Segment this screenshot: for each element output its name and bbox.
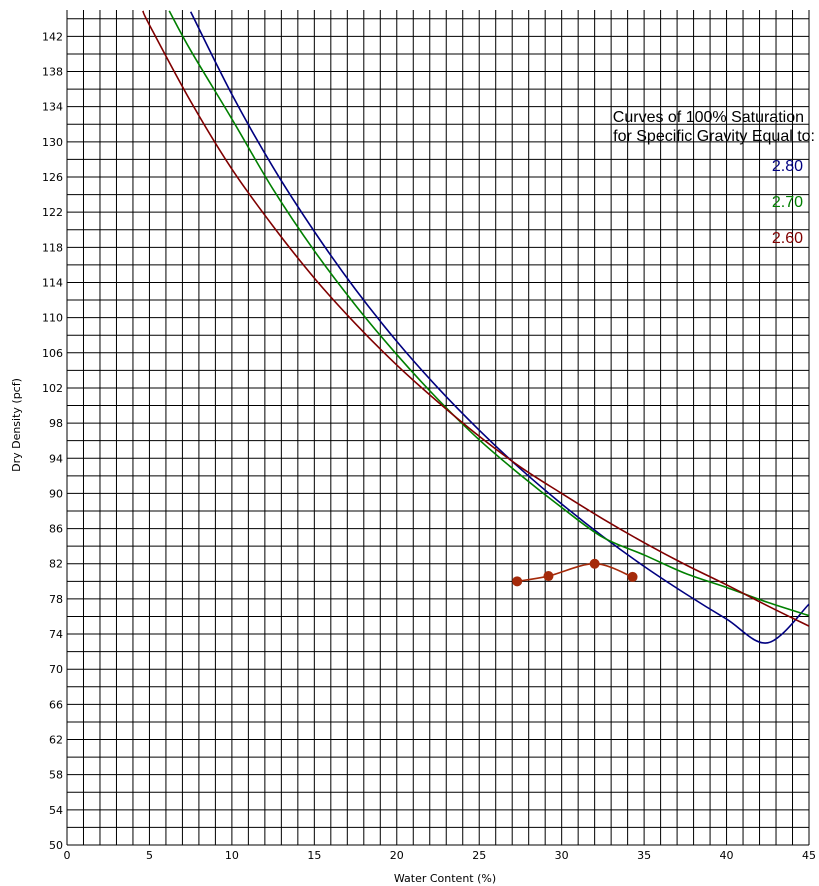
y-tick-label: 54: [49, 804, 63, 817]
y-axis-label: Dry Density (pcf): [10, 378, 23, 472]
y-tick-label: 114: [42, 276, 63, 289]
x-tick-label: 40: [720, 849, 734, 862]
x-tick-label: 25: [472, 849, 486, 862]
legend-entry-2-70: 2.70: [772, 194, 803, 211]
y-tick-label: 102: [42, 382, 63, 395]
legend-entry-2-80: 2.80: [772, 158, 803, 175]
y-tick-label: 86: [49, 523, 63, 536]
y-tick-label: 138: [42, 66, 63, 79]
y-tick-label: 70: [49, 663, 63, 676]
y-tick-label: 122: [42, 206, 63, 219]
y-tick-label: 94: [49, 452, 63, 465]
legend-title-line-2: for Specific Gravity Equal to:: [613, 128, 815, 145]
x-tick-label: 10: [225, 849, 239, 862]
compaction-point: [627, 571, 638, 582]
y-tick-label: 142: [42, 30, 63, 43]
x-tick-label: 0: [64, 849, 71, 862]
y-tick-label: 78: [49, 593, 63, 606]
legend: Curves of 100% Saturation for Specific G…: [613, 109, 815, 247]
compaction-point: [512, 576, 523, 587]
series-line-2-70: [168, 10, 809, 617]
x-tick-label: 45: [802, 849, 816, 862]
compaction-curve: [517, 562, 633, 583]
y-tick-label: 106: [42, 347, 63, 360]
y-tick-label: 62: [49, 734, 63, 747]
series-line-2-80: [189, 11, 809, 644]
grid: [66, 10, 810, 846]
y-tick-label: 98: [49, 417, 63, 430]
x-tick-label: 20: [390, 849, 404, 862]
legend-title-line-1: Curves of 100% Saturation: [613, 109, 804, 126]
y-tick-labels: 50 54 58 62 66 70 74 78 82 86 90 94 98 102 106 110 114 11…: [42, 30, 63, 852]
x-axis-label: Water Content (%): [394, 872, 496, 885]
legend-entry-2-60: 2.60: [772, 230, 803, 247]
legend-entries: 2.80 2.70 2.60: [772, 158, 803, 247]
y-tick-label: 82: [49, 558, 63, 571]
y-tick-label: 74: [49, 628, 63, 641]
y-tick-label: 118: [42, 241, 63, 254]
y-tick-label: 130: [42, 136, 63, 149]
x-tick-label: 5: [146, 849, 153, 862]
y-tick-label: 126: [42, 171, 63, 184]
y-tick-label: 134: [42, 101, 63, 114]
x-tick-label: 35: [637, 849, 651, 862]
y-tick-label: 90: [49, 487, 63, 500]
x-tick-labels: 0 5 10 15 20 25 30 35 40 45: [64, 849, 817, 862]
compaction-point: [543, 571, 554, 582]
y-tick-label: 66: [49, 698, 63, 711]
x-tick-label: 15: [307, 849, 321, 862]
saturation-curves: [142, 10, 809, 644]
y-tick-label: 110: [42, 312, 63, 325]
y-tick-label: 58: [49, 769, 63, 782]
x-tick-label: 30: [555, 849, 569, 862]
y-tick-label: 50: [49, 839, 63, 852]
series-line-2-60: [142, 10, 809, 627]
compaction-point: [589, 558, 600, 569]
